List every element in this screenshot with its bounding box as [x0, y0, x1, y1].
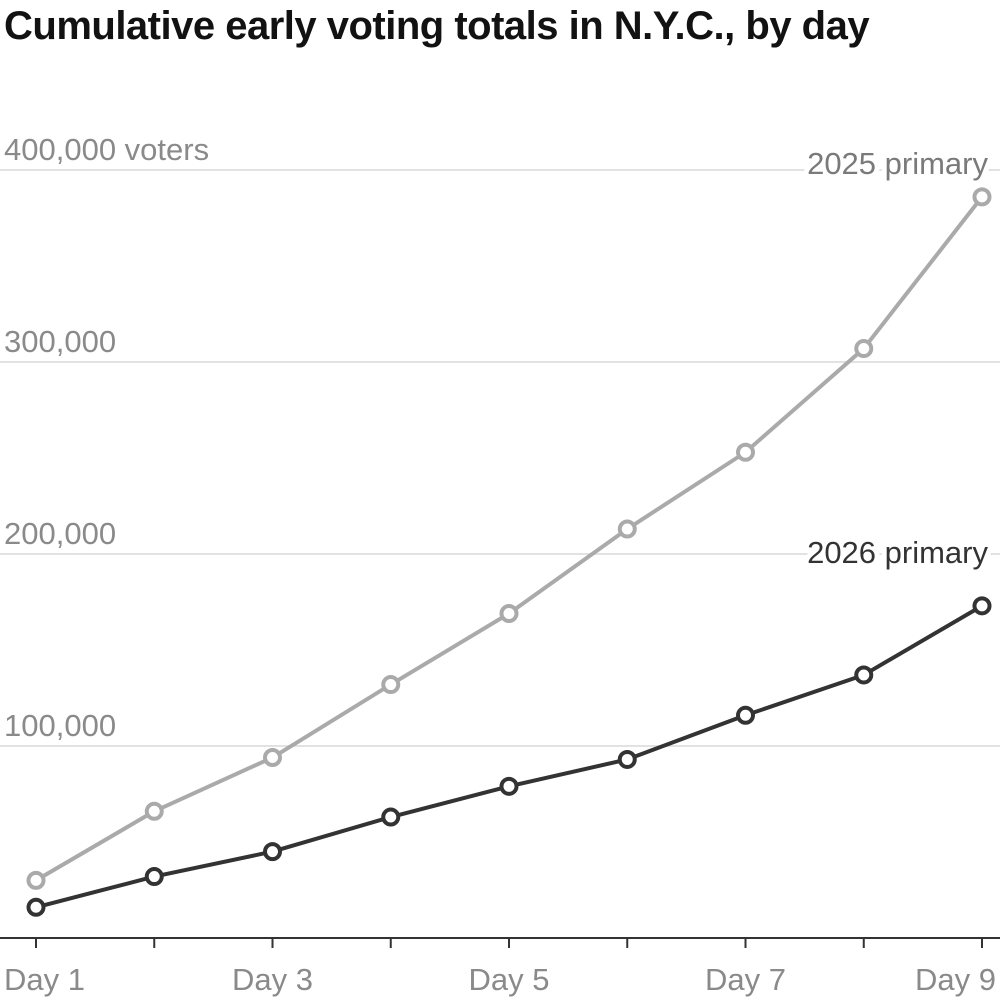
data-point	[499, 604, 519, 624]
data-point	[26, 870, 46, 890]
y-tick-label: 400,000 voters	[4, 132, 209, 167]
y-axis-labels: 100,000 200,000 300,000 400,000 voters	[4, 132, 209, 743]
series-lines	[26, 187, 992, 917]
data-point	[617, 749, 637, 769]
data-point	[854, 665, 874, 685]
series-label: 2026 primary	[807, 535, 988, 570]
data-point	[617, 519, 637, 539]
gridlines	[0, 169, 1000, 747]
series-1	[26, 596, 992, 917]
x-tick-label: Day 1	[4, 962, 85, 997]
x-tick-label: Day 5	[469, 962, 550, 997]
y-tick-label: 100,000	[4, 708, 116, 743]
data-point	[144, 867, 164, 887]
data-point	[499, 776, 519, 796]
chart-title: Cumulative early voting totals in N.Y.C.…	[4, 4, 870, 48]
data-point	[381, 807, 401, 827]
series-labels: 2025 primary 2026 primary	[802, 141, 993, 575]
x-tick-label: Day 3	[232, 962, 313, 997]
y-tick-label: 300,000	[4, 324, 116, 359]
series-line	[34, 603, 984, 910]
series-0	[26, 187, 992, 890]
data-point	[26, 897, 46, 917]
data-point	[972, 187, 992, 207]
data-point	[736, 442, 755, 462]
data-point	[736, 705, 755, 725]
x-axis: Day 1 Day 3 Day 5 Day 7 Day 9	[0, 937, 1000, 997]
data-point	[972, 596, 992, 616]
data-point	[263, 842, 282, 862]
y-tick-label: 200,000	[4, 516, 116, 551]
x-tick-label: Day 9	[915, 962, 996, 997]
data-point	[144, 801, 164, 821]
x-tick-label: Day 7	[705, 962, 786, 997]
data-point	[381, 675, 401, 695]
series-label: 2025 primary	[807, 146, 988, 181]
data-point	[854, 339, 874, 359]
data-point	[263, 748, 282, 768]
